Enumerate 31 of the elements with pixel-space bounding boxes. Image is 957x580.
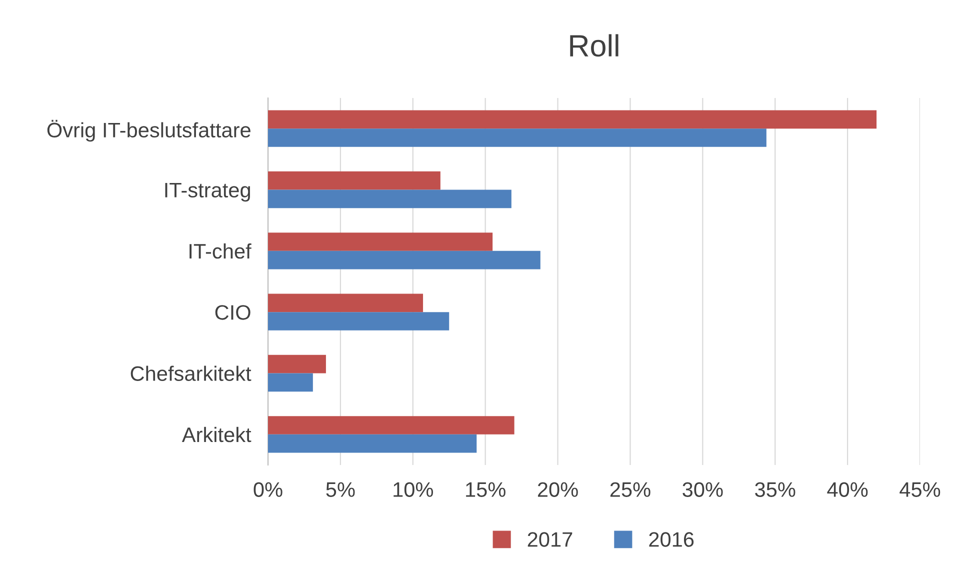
bar [268, 312, 450, 330]
legend-label: 2017 [528, 532, 572, 547]
x-tick-label: 45% [900, 482, 940, 497]
y-tick-label: IT-strateg [165, 182, 250, 202]
y-tick-label: IT-chef [190, 243, 252, 259]
y-tick-label: Arkitekt [182, 426, 252, 442]
bar [268, 128, 766, 147]
chart-title: Roll [570, 34, 618, 57]
y-tick-label: CIO [215, 305, 250, 320]
bar [268, 373, 313, 392]
bar [268, 171, 440, 190]
x-tick-label: 40% [827, 482, 868, 497]
bar [268, 294, 424, 312]
y-tick-label: Övrig IT-beslutsfattare [47, 120, 250, 142]
bar [268, 250, 540, 270]
x-tick-label: 35% [755, 482, 796, 497]
bar [268, 232, 493, 251]
x-tick-label: 5% [326, 482, 355, 497]
legend-label: 2016 [649, 532, 694, 547]
x-tick-label: 20% [538, 482, 578, 497]
x-tick-label: 15% [466, 482, 506, 497]
x-tick-label: 25% [610, 482, 650, 497]
x-tick-label: 0% [254, 482, 282, 497]
bar [268, 190, 512, 208]
bar [268, 416, 514, 434]
bar [268, 434, 477, 453]
bar [268, 354, 326, 374]
bar [268, 110, 877, 129]
x-tick-label: 10% [394, 482, 433, 497]
y-tick-label: Chefsarkitekt [130, 366, 252, 382]
x-tick-label: 30% [682, 482, 723, 497]
